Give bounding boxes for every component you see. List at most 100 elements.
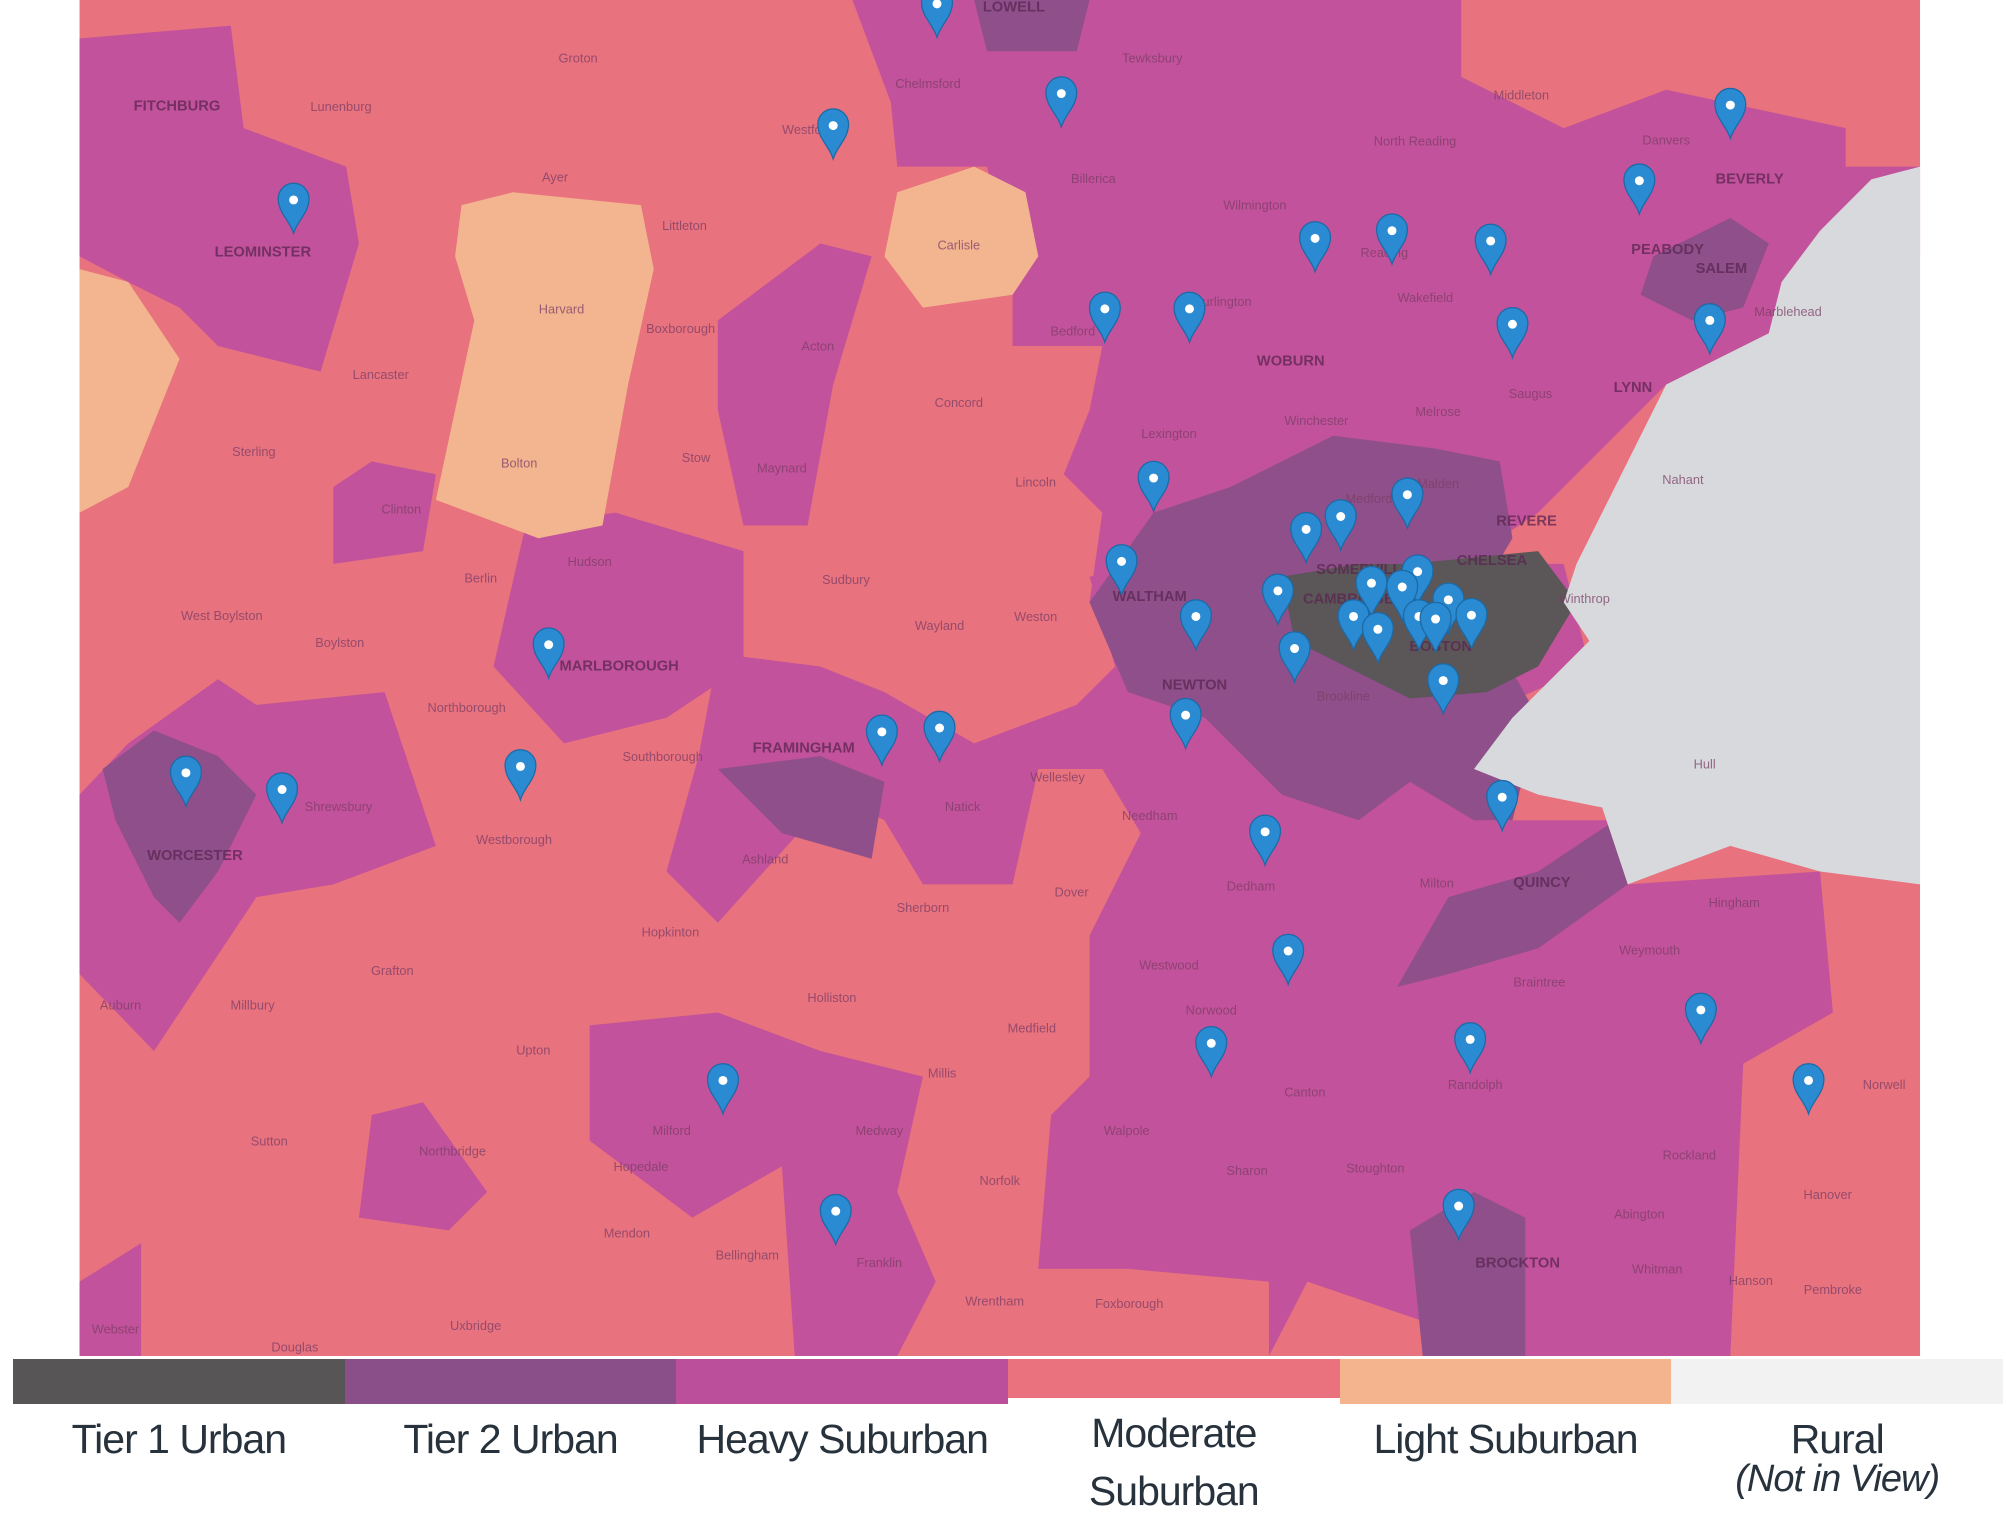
place-label: Winthrop	[1559, 591, 1610, 606]
pin-body	[1454, 1022, 1487, 1075]
place-label: Sharon	[1227, 1163, 1268, 1178]
location-pin[interactable]	[1375, 213, 1409, 267]
pin-body	[1355, 565, 1388, 619]
location-pin[interactable]	[1088, 291, 1121, 345]
place-label: Dover	[1054, 885, 1089, 900]
place-label: Nahant	[1662, 472, 1704, 487]
location-pin[interactable]	[1105, 544, 1138, 597]
place-label: Maynard	[757, 460, 807, 475]
place-label: Sudbury	[822, 572, 870, 587]
pin-body	[706, 1063, 739, 1116]
location-pin[interactable]	[266, 772, 299, 826]
location-pin[interactable]	[1454, 1022, 1487, 1075]
location-pin[interactable]	[1324, 499, 1357, 553]
place-label: Hopedale	[614, 1159, 669, 1174]
pin-dot	[1373, 624, 1383, 634]
place-label: QUINCY	[1513, 875, 1570, 891]
place-label: Holliston	[807, 990, 856, 1005]
location-pin[interactable]	[277, 182, 310, 236]
location-pin[interactable]	[1386, 569, 1419, 623]
location-pin[interactable]	[1272, 933, 1305, 987]
location-pin[interactable]	[1455, 597, 1488, 651]
pin-dot	[1273, 586, 1283, 596]
pin-body	[1693, 303, 1726, 356]
place-label: FITCHBURG	[134, 98, 221, 114]
location-pin[interactable]	[1355, 565, 1388, 619]
place-label: Medfield	[1008, 1021, 1056, 1036]
pin-dot	[1366, 578, 1376, 588]
location-pin[interactable]	[1299, 221, 1332, 274]
place-label: Burlington	[1194, 294, 1252, 309]
place-label: CHELSEA	[1457, 553, 1528, 569]
pin-body	[1486, 779, 1519, 833]
place-label: Weymouth	[1619, 942, 1680, 957]
place-label: BOSTON	[1409, 639, 1472, 655]
location-pin[interactable]	[169, 755, 202, 809]
pin-body	[1249, 814, 1282, 868]
place-label: Millbury	[231, 997, 276, 1012]
place-label: Wrentham	[965, 1294, 1024, 1309]
location-pin[interactable]	[1427, 663, 1460, 717]
location-pin[interactable]	[1419, 601, 1452, 655]
pin-dot	[1466, 610, 1476, 620]
pin-body	[1173, 291, 1206, 345]
location-pin[interactable]	[1173, 291, 1206, 345]
location-pin[interactable]	[1442, 1188, 1475, 1242]
location-pin[interactable]	[1792, 1063, 1825, 1116]
location-pin[interactable]	[1474, 223, 1507, 277]
location-pin[interactable]	[1137, 460, 1170, 514]
location-pin[interactable]	[1278, 631, 1311, 685]
pin-body	[1361, 612, 1394, 665]
pin-dot	[277, 785, 287, 794]
location-pin[interactable]	[819, 1193, 852, 1247]
place-label: WOBURN	[1257, 353, 1325, 369]
location-pin[interactable]	[920, 0, 954, 40]
location-pin[interactable]	[1361, 612, 1394, 665]
location-pin[interactable]	[1195, 1026, 1228, 1079]
location-pin[interactable]	[1249, 814, 1282, 868]
place-label: Milton	[1420, 876, 1454, 891]
location-pin[interactable]	[817, 108, 850, 162]
location-pin[interactable]	[1045, 76, 1078, 130]
place-label: Wilmington	[1223, 198, 1286, 213]
pin-dot	[1465, 1034, 1475, 1044]
location-pin[interactable]	[1693, 303, 1726, 356]
legend-label: Tier 1 Urban	[71, 1416, 287, 1462]
location-pin[interactable]	[1290, 512, 1323, 565]
pin-dot	[1443, 595, 1453, 605]
location-pin[interactable]	[923, 710, 956, 764]
place-label: WALTHAM	[1113, 589, 1187, 605]
pin-dot	[1349, 611, 1359, 621]
pin-body	[1290, 512, 1323, 565]
heavy-suburban-areas	[79, 0, 1921, 1356]
location-pin[interactable]	[1486, 779, 1519, 833]
legend-label: Moderate Suburban	[1088, 1410, 1260, 1514]
pin-dot	[1301, 524, 1311, 534]
location-pin[interactable]	[1623, 163, 1656, 217]
location-pin[interactable]	[1714, 87, 1747, 141]
location-pin[interactable]	[1261, 573, 1294, 627]
location-pin[interactable]	[1179, 599, 1212, 653]
place-label: Hopkinton	[642, 924, 700, 939]
place-label: Harvard	[539, 302, 585, 317]
place-label: BEVERLY	[1715, 171, 1783, 187]
pin-body	[1427, 663, 1460, 717]
location-pin[interactable]	[1391, 477, 1424, 531]
place-label: Hanover	[1804, 1187, 1853, 1202]
pin-body	[1792, 1063, 1825, 1116]
location-pin[interactable]	[865, 714, 898, 768]
place-label: SALEM	[1696, 261, 1748, 277]
location-pin[interactable]	[1684, 992, 1717, 1046]
place-label: Franklin	[857, 1255, 903, 1270]
place-label: Sterling	[232, 444, 275, 459]
pin-body	[266, 772, 299, 826]
place-label: Weston	[1014, 609, 1057, 624]
location-pin[interactable]	[1496, 307, 1529, 360]
location-pin[interactable]	[1169, 697, 1202, 751]
location-pin[interactable]	[504, 749, 537, 802]
location-pin[interactable]	[532, 627, 565, 681]
pin-dot	[1397, 582, 1407, 592]
location-pin[interactable]	[706, 1063, 739, 1116]
place-label: Hull	[1694, 757, 1716, 772]
pin-body	[817, 108, 850, 162]
